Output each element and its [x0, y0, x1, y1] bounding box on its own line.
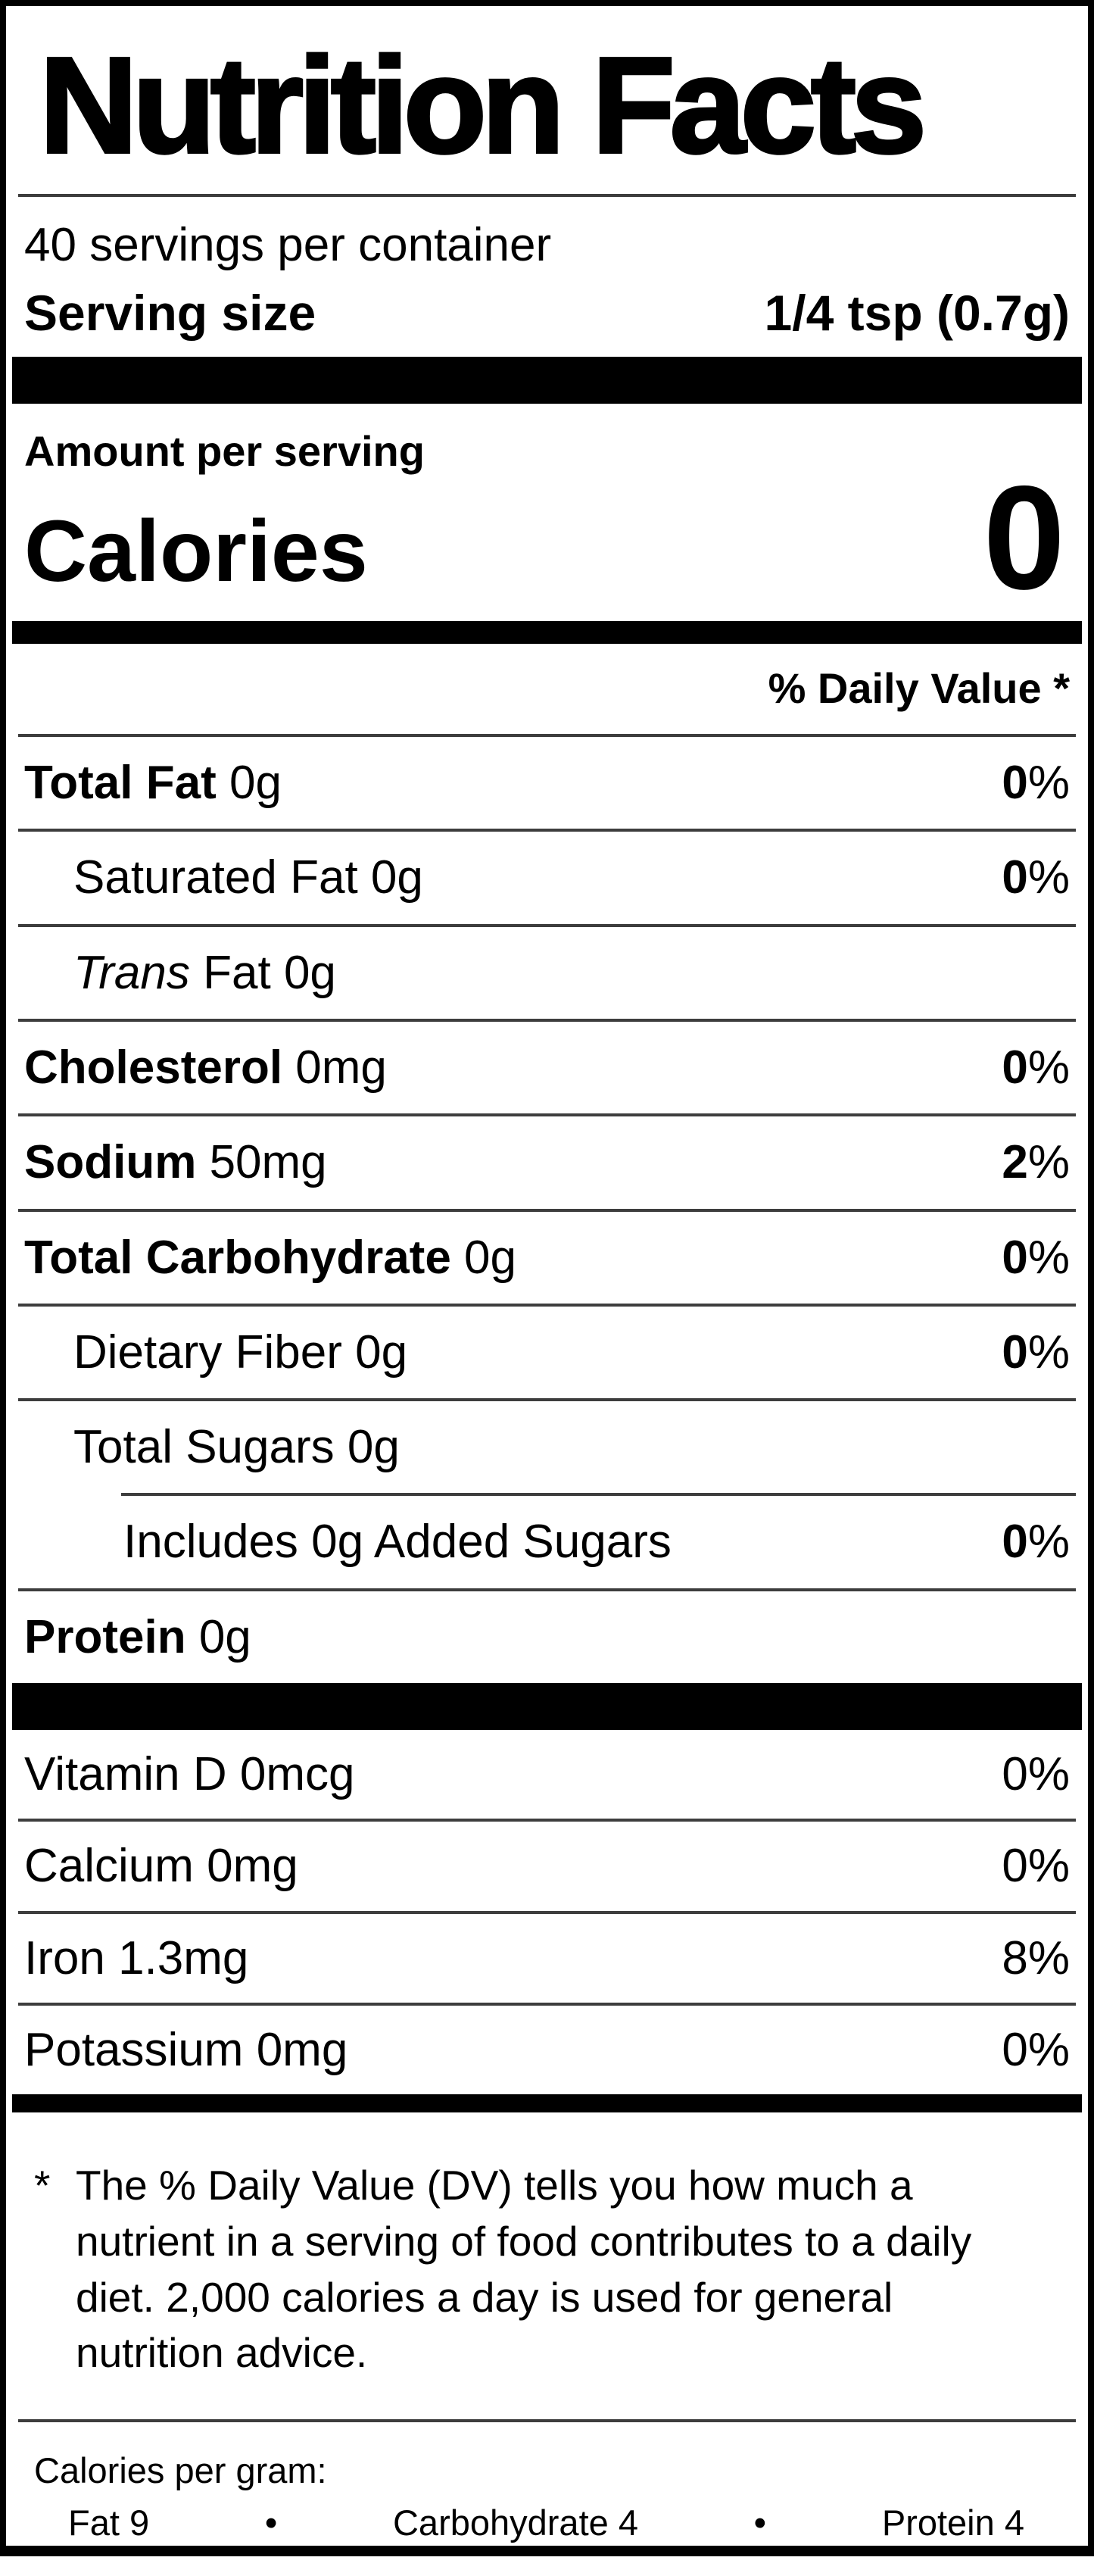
nutrient-row-protein: Protein 0g — [6, 1591, 1088, 1683]
nutrient-name: Includes 0g Added Sugars — [123, 1516, 672, 1569]
divider — [18, 1018, 1076, 1022]
divider — [18, 1819, 1076, 1822]
nutrient-pct: 0% — [1002, 851, 1070, 904]
nutrient-pct: 0% — [1002, 1041, 1070, 1094]
nutrient-name: Saturated Fat 0g — [73, 851, 423, 904]
nutrient-pct: 0% — [1002, 757, 1070, 810]
vitamin-row-potassium: Potassium 0mg 0% — [6, 2006, 1088, 2094]
divider — [18, 1910, 1076, 1914]
divider — [18, 1208, 1076, 1212]
nutrient-name: Total Fat 0g — [24, 757, 282, 810]
small-rule — [12, 2094, 1082, 2113]
nutrient-amount: 0g — [198, 1610, 251, 1663]
nutrient-name: Cholesterol 0mg — [24, 1041, 387, 1094]
nutrient-amount: 0g — [464, 1231, 517, 1284]
nutrient-name: Protein 0g — [24, 1610, 251, 1663]
nutrient-amount: 0g — [355, 1325, 408, 1379]
divider-indented — [121, 1493, 1076, 1497]
thick-rule — [12, 357, 1082, 404]
nutrient-row-sodium: Sodium 50mg 2% — [6, 1116, 1088, 1208]
serving-size-label: Serving size — [24, 285, 316, 341]
vitamin-name: Calcium 0mg — [24, 1840, 298, 1893]
vitamin-row-calcium: Calcium 0mg 0% — [6, 1822, 1088, 1910]
amount-per-serving-label: Amount per serving — [24, 427, 425, 475]
divider — [18, 2419, 1076, 2422]
nutrient-pct: 2% — [1002, 1136, 1070, 1189]
calories-label: Calories — [24, 503, 368, 601]
nutrient-name: Sodium 50mg — [24, 1136, 327, 1189]
vitamin-amount: 0mcg — [239, 1748, 355, 1801]
thick-rule — [12, 1683, 1082, 1731]
nutrient-name: Total Carbohydrate 0g — [24, 1231, 517, 1284]
daily-value-header: % Daily Value * — [768, 664, 1070, 713]
nutrient-amount: 0g — [229, 757, 282, 810]
calories-per-gram-values: Fat 9 • Carbohydrate 4 • Protein 4 — [68, 2502, 1024, 2543]
nutrient-amount: 0mg — [295, 1041, 387, 1094]
divider — [18, 2002, 1076, 2006]
nutrient-pct: 0% — [1002, 1325, 1070, 1379]
bullet-separator: • — [264, 2503, 278, 2543]
vitamin-pct: 8% — [1002, 1931, 1070, 1984]
vitamin-pct: 0% — [1002, 1748, 1070, 1801]
divider — [18, 1113, 1076, 1117]
divider — [18, 923, 1076, 927]
vitamin-pct: 0% — [1002, 1840, 1070, 1893]
vitamin-amount: 0mg — [207, 1840, 298, 1893]
nutrient-name: Trans Fat 0g — [73, 946, 336, 999]
nutrient-row-saturated-fat: Saturated Fat 0g 0% — [6, 832, 1088, 923]
medium-rule — [12, 621, 1082, 645]
nutrient-amount: 50mg — [209, 1136, 327, 1189]
nutrient-name: Dietary Fiber 0g — [73, 1325, 408, 1379]
cpg-protein: Protein 4 — [881, 2503, 1024, 2543]
vitamin-amount: 1.3mg — [118, 1931, 249, 1984]
divider — [18, 1303, 1076, 1307]
footnote-text: The % Daily Value (DV) tells you how muc… — [76, 2162, 972, 2377]
vitamin-pct: 0% — [1002, 2023, 1070, 2076]
cpg-fat: Fat 9 — [68, 2503, 150, 2543]
nutrient-pct: 0% — [1002, 1516, 1070, 1569]
footnote-marker: * — [34, 2162, 51, 2209]
calories-value: 0 — [983, 455, 1065, 620]
bullet-separator: • — [753, 2503, 767, 2543]
nutrient-name: Total Sugars 0g — [73, 1421, 400, 1474]
vitamin-amount: 0mg — [256, 2023, 348, 2076]
servings-per-container: 40 servings per container — [24, 219, 552, 271]
divider — [18, 734, 1076, 738]
nutrient-row-dietary-fiber: Dietary Fiber 0g 0% — [6, 1307, 1088, 1398]
divider — [18, 194, 1076, 197]
daily-value-footnote: * The % Daily Value (DV) tells you how m… — [34, 2158, 1043, 2381]
nutrient-row-added-sugars: Includes 0g Added Sugars 0% — [6, 1496, 1088, 1588]
nutrient-amount: 0g — [283, 946, 336, 999]
cpg-carbohydrate: Carbohydrate 4 — [392, 2503, 638, 2543]
nutrient-row-total-sugars: Total Sugars 0g — [6, 1401, 1088, 1493]
nutrient-amount: 0g — [347, 1421, 400, 1474]
vitamin-name: Iron 1.3mg — [24, 1931, 249, 1984]
nutrient-amount: 0g — [370, 851, 423, 904]
vitamin-name: Vitamin D 0mcg — [24, 1748, 355, 1801]
vitamin-row-vitamin-d: Vitamin D 0mcg 0% — [6, 1730, 1088, 1819]
calories-per-gram-label: Calories per gram: — [34, 2450, 327, 2490]
divider — [18, 1398, 1076, 1402]
label-title: Nutrition Facts — [38, 30, 928, 182]
nutrient-pct: 0% — [1002, 1231, 1070, 1284]
vitamin-row-iron: Iron 1.3mg 8% — [6, 1914, 1088, 2003]
nutrient-row-total-carbohydrate: Total Carbohydrate 0g 0% — [6, 1212, 1088, 1304]
nutrient-row-trans-fat: Trans Fat 0g — [6, 927, 1088, 1019]
nutrient-row-cholesterol: Cholesterol 0mg 0% — [6, 1022, 1088, 1113]
vitamin-name: Potassium 0mg — [24, 2023, 348, 2076]
divider — [18, 1588, 1076, 1591]
nutrient-row-total-fat: Total Fat 0g 0% — [6, 737, 1088, 829]
serving-size-value: 1/4 tsp (0.7g) — [764, 285, 1070, 341]
divider — [18, 829, 1076, 832]
calories-row: Calories 0 — [24, 455, 1065, 620]
serving-size-row: Serving size 1/4 tsp (0.7g) — [24, 284, 1070, 342]
